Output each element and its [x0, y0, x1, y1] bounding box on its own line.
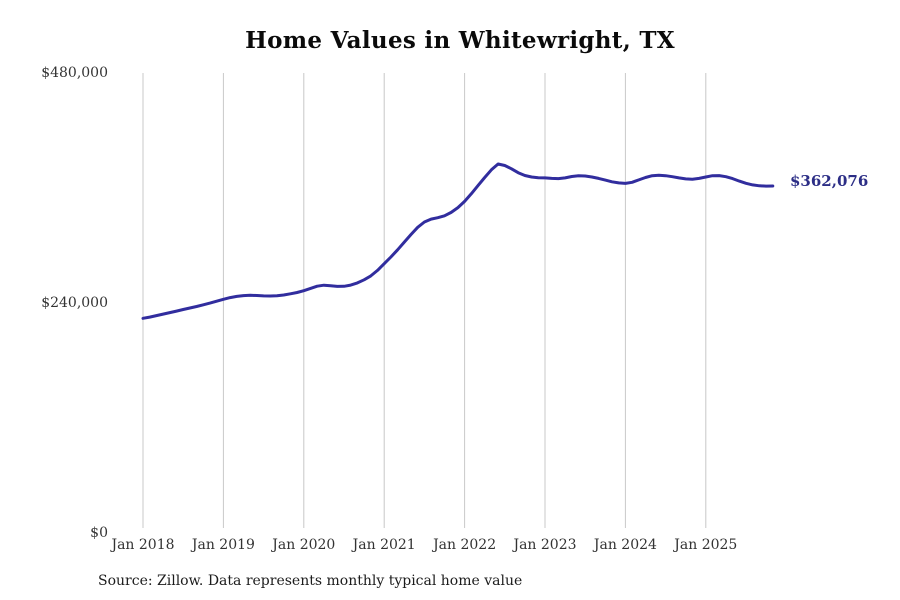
y-tick-label: $480,000 [41, 65, 108, 81]
x-tick-label: Jan 2018 [111, 537, 175, 553]
home-value-line [141, 162, 775, 320]
x-tick-label: Jan 2024 [593, 537, 657, 553]
y-tick-label: $240,000 [41, 295, 108, 311]
chart-title: Home Values in Whitewright, TX [245, 27, 675, 54]
x-tick-label: Jan 2023 [513, 537, 577, 553]
x-tick-label: Jan 2020 [272, 537, 336, 553]
last-value-label: $362,076 [790, 172, 869, 190]
x-tick-label: Jan 2019 [191, 537, 255, 553]
x-tick-label: Jan 2021 [352, 537, 416, 553]
source-note: Source: Zillow. Data represents monthly … [98, 573, 523, 589]
x-tick-label: Jan 2025 [674, 537, 738, 553]
x-tick-label: Jan 2022 [433, 537, 497, 553]
y-tick-label: $0 [90, 525, 108, 541]
